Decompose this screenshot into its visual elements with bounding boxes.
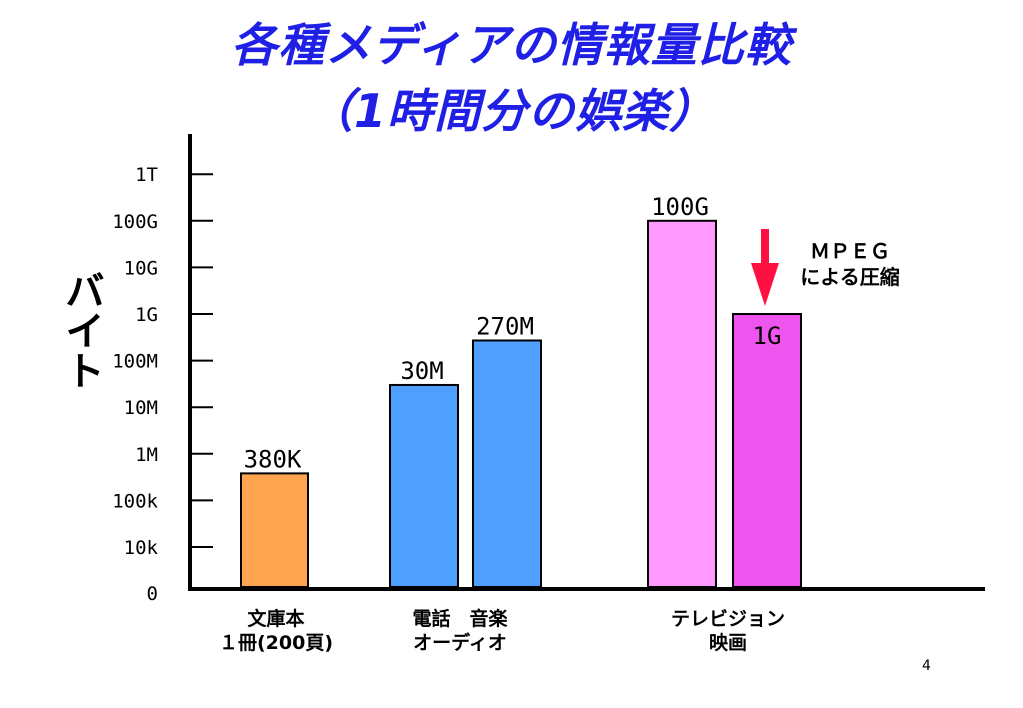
x-category-line: 文庫本 [247,608,305,630]
x-category-line: 電話 音楽 [412,608,508,630]
y-tick-label: 100G [112,211,158,233]
compression-arrow-icon [751,229,779,306]
y-axis-label: バイト [58,270,104,390]
bars: 380K 30M 270M 100G 1G [240,193,802,589]
bar [647,219,717,589]
x-category-video: テレビジョン 映画 [638,607,818,655]
x-category-line: １冊(200頁) [218,632,334,654]
y-tick-label: 0 [147,583,158,605]
bar [472,339,542,588]
y-tick-label: 100k [112,490,158,512]
bar-value-label: 270M [476,312,534,340]
bar-value-label: 1G [753,322,782,350]
bar [732,313,802,588]
x-category-audio: 電話 音楽 オーディオ [370,607,550,655]
slide-title: 各種メディアの情報量比較 [231,18,792,72]
bar-value-label: 100G [651,193,709,221]
bar-value-label: 30M [400,357,443,385]
mpeg-annotation: ＭＰＥＧ による圧縮 [780,238,920,290]
bar-value-label: 380K [244,445,302,473]
page-number: 4 [922,658,931,674]
x-category-line: オーディオ [413,632,507,654]
y-tick-label: 1M [135,444,158,466]
y-tick-label: 10M [124,397,158,419]
x-category-line: 映画 [708,632,747,654]
y-tick-label: 10G [124,257,158,279]
y-ticks: 0 10k 100k 1M 10M 100M 1G 10G 100G 1T [112,164,213,605]
slide-subtitle: （1時間分の娯楽） [306,84,716,138]
mpeg-annotation-line: ＭＰＥＧ [810,239,890,263]
bar [389,383,459,588]
y-tick-label: 1G [135,304,158,326]
x-category-book: 文庫本 １冊(200頁) [186,607,366,655]
bar [240,472,309,588]
y-tick-label: 1T [135,164,158,186]
y-tick-label: 10k [124,537,159,559]
x-category-line: テレビジョン [670,608,785,630]
y-tick-label: 100M [112,351,158,373]
mpeg-annotation-line: による圧縮 [800,265,900,289]
